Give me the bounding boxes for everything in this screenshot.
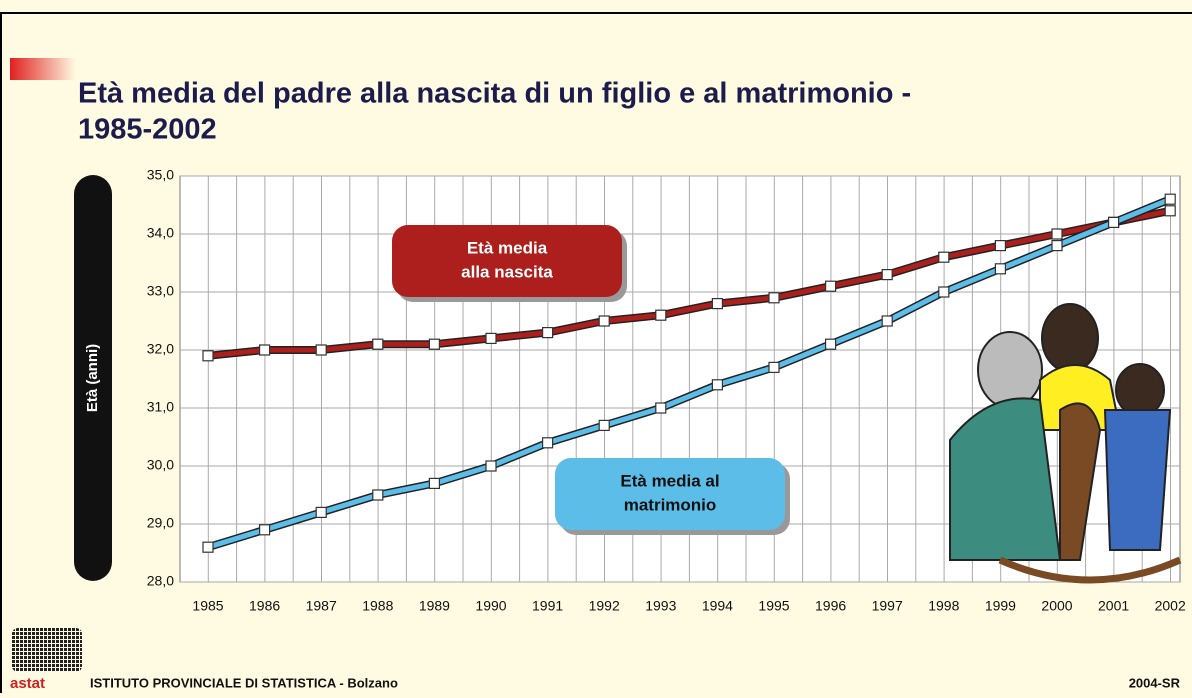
y-tick-label: 33,0 [147, 283, 174, 299]
institute: ISTITUTO PROVINCIALE DI STATISTICA - Bol… [90, 675, 398, 690]
legend-label: Età media [467, 238, 548, 257]
x-tick-label: 1997 [872, 598, 903, 614]
y-label-pill [74, 175, 112, 581]
marker [1164, 193, 1176, 205]
line [207, 208, 1171, 359]
illustration [949, 303, 1182, 584]
marker [881, 269, 893, 281]
y-tick-label: 34,0 [147, 225, 174, 241]
marker [768, 361, 780, 373]
marker [428, 477, 440, 489]
marker [541, 327, 554, 339]
marker [428, 338, 440, 350]
marker [315, 344, 327, 356]
x-tick-label: 1999 [985, 598, 1016, 614]
marker [485, 332, 497, 344]
x-tick-label: 1991 [532, 598, 563, 614]
marker [541, 437, 554, 449]
callouts: Età media alla nascita Età media al matrimo… [392, 225, 790, 535]
marker [372, 489, 384, 501]
x-tick-label: 1993 [645, 598, 676, 614]
x-tick-label: 1992 [589, 598, 620, 614]
lines [202, 193, 1176, 553]
x-tick-label: 2000 [1041, 598, 1072, 614]
x-tick-label: 1994 [702, 598, 733, 614]
y-tick-label: 28,0 [147, 573, 174, 589]
marker [655, 402, 667, 414]
marker [598, 315, 610, 327]
legend-label: Età media al [620, 471, 719, 490]
y-tick-label: 35,0 [147, 167, 174, 183]
marker [202, 350, 214, 362]
marker [202, 541, 214, 553]
y-axis-label: Età (anni) [84, 344, 101, 412]
marker [259, 344, 271, 356]
y-tick-label: 32,0 [147, 341, 174, 357]
marker [315, 506, 327, 518]
x-tick-label: 1985 [192, 598, 223, 614]
marker [994, 240, 1007, 252]
marker [994, 263, 1007, 275]
x-tick-label: 1988 [362, 598, 393, 614]
callout [555, 458, 785, 530]
marker [598, 419, 610, 431]
marker [259, 524, 271, 536]
callout [392, 225, 622, 297]
marker [881, 315, 893, 327]
marker [938, 251, 950, 263]
x-tick-label: 1990 [475, 598, 506, 614]
marker [1164, 205, 1176, 217]
marker [711, 298, 724, 310]
marker [485, 460, 497, 472]
x-tick-label: 2002 [1155, 598, 1186, 614]
y-tick-label: 29,0 [147, 515, 174, 531]
legend-label: matrimonio [624, 495, 717, 514]
x-tick-label: 1986 [249, 598, 280, 614]
x-tick-label: 1998 [928, 598, 959, 614]
marker [1051, 228, 1063, 240]
y-tick-label: 31,0 [147, 399, 174, 415]
marker [1051, 240, 1063, 252]
marker [655, 309, 667, 321]
logo-text: astat [10, 675, 45, 692]
marker [1107, 216, 1120, 228]
y-tick-label: 30,0 [147, 457, 174, 473]
legend-label: alla nascita [461, 262, 553, 281]
logo-graphic [12, 628, 82, 672]
x-tick-label: 2001 [1098, 598, 1129, 614]
marker [768, 292, 780, 304]
title-accent [10, 58, 76, 80]
marker [824, 280, 837, 292]
line [207, 196, 1172, 550]
x-tick-label: 1995 [758, 598, 789, 614]
x-tick-label: 1989 [419, 598, 450, 614]
x-tick-label: 1987 [306, 598, 337, 614]
marker [824, 338, 837, 350]
code: 2004-SR [1129, 675, 1181, 690]
marker [938, 286, 950, 298]
chart-title: Età media del padre alla nascita di un f… [78, 78, 911, 110]
chart-title: 1985-2002 [78, 114, 217, 146]
marker [372, 338, 384, 350]
marker [711, 379, 724, 391]
x-tick-label: 1996 [815, 598, 846, 614]
